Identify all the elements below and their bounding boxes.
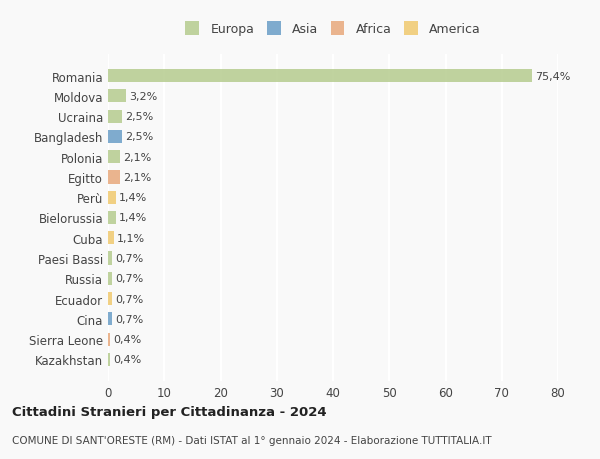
Text: COMUNE DI SANT'ORESTE (RM) - Dati ISTAT al 1° gennaio 2024 - Elaborazione TUTTIT: COMUNE DI SANT'ORESTE (RM) - Dati ISTAT … — [12, 435, 491, 445]
Bar — [108, 333, 110, 346]
Text: 0,7%: 0,7% — [115, 274, 143, 284]
Bar — [108, 110, 122, 123]
Bar — [108, 90, 126, 103]
Bar — [108, 353, 110, 366]
Bar — [108, 313, 112, 326]
Bar — [108, 130, 122, 144]
Bar — [108, 272, 112, 285]
Bar — [108, 212, 116, 224]
Text: 2,5%: 2,5% — [125, 112, 153, 122]
Legend: Europa, Asia, Africa, America: Europa, Asia, Africa, America — [182, 19, 484, 40]
Bar — [108, 70, 532, 83]
Text: 1,4%: 1,4% — [119, 193, 147, 203]
Text: 1,1%: 1,1% — [117, 233, 145, 243]
Text: 0,7%: 0,7% — [115, 294, 143, 304]
Text: 75,4%: 75,4% — [535, 72, 571, 81]
Text: 2,5%: 2,5% — [125, 132, 153, 142]
Text: 0,4%: 0,4% — [113, 355, 142, 364]
Text: 3,2%: 3,2% — [129, 92, 157, 102]
Bar — [108, 252, 112, 265]
Text: 0,7%: 0,7% — [115, 253, 143, 263]
Bar — [108, 191, 116, 204]
Text: 2,1%: 2,1% — [122, 152, 151, 162]
Bar — [108, 232, 114, 245]
Text: 1,4%: 1,4% — [119, 213, 147, 223]
Bar — [108, 171, 120, 184]
Text: 0,4%: 0,4% — [113, 334, 142, 344]
Text: 0,7%: 0,7% — [115, 314, 143, 324]
Text: Cittadini Stranieri per Cittadinanza - 2024: Cittadini Stranieri per Cittadinanza - 2… — [12, 405, 326, 418]
Text: 2,1%: 2,1% — [122, 173, 151, 183]
Bar — [108, 151, 120, 164]
Bar — [108, 292, 112, 306]
